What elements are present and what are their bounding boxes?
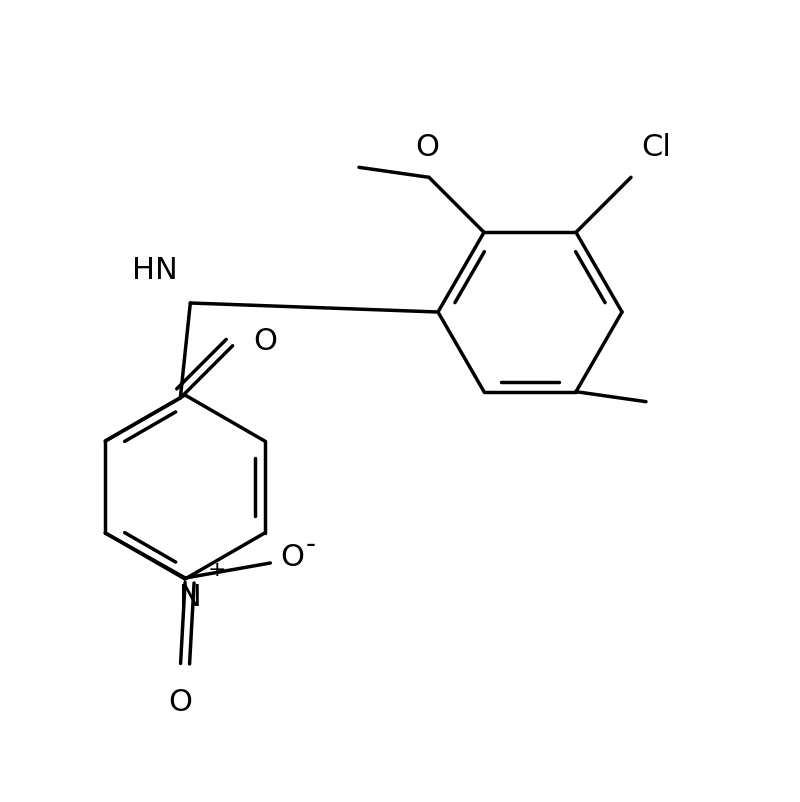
- Text: -: -: [306, 531, 315, 559]
- Text: Cl: Cl: [641, 133, 671, 162]
- Text: O: O: [415, 133, 439, 162]
- Text: N: N: [179, 583, 202, 612]
- Text: O: O: [280, 544, 304, 573]
- Text: HN: HN: [133, 256, 178, 285]
- Text: +: +: [207, 560, 226, 580]
- Text: O: O: [254, 326, 278, 355]
- Text: O: O: [168, 688, 192, 717]
